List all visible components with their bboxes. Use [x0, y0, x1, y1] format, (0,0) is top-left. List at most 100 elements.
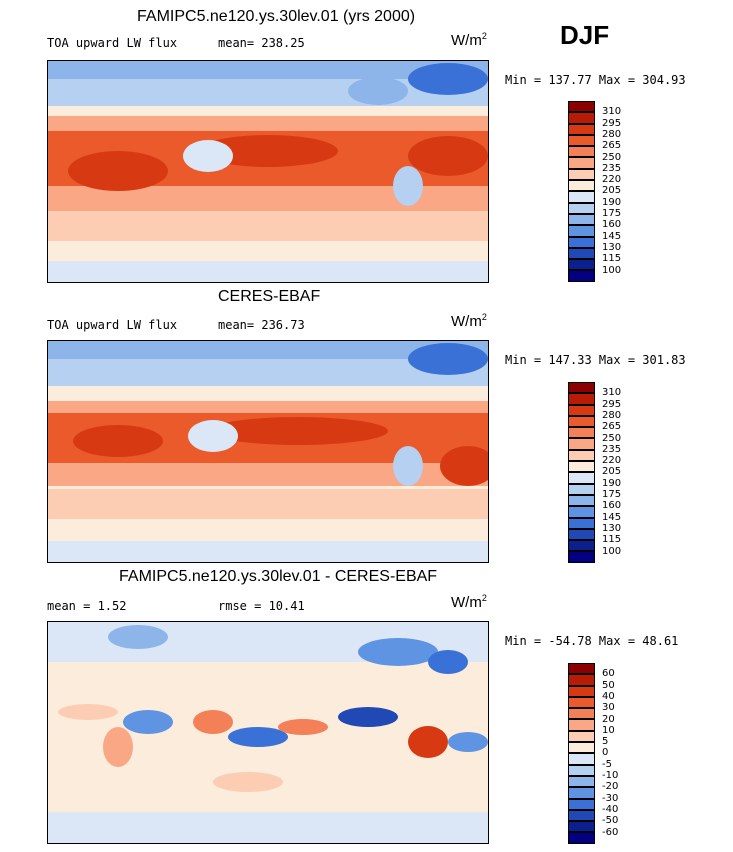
colorbar-swatch — [568, 674, 595, 686]
colorbar-level-label: -10 — [602, 770, 619, 781]
colorbar-swatch — [568, 101, 595, 113]
colorbar-level-label: 115 — [602, 534, 622, 546]
panel-2-subtitle: TOA upward LW flux — [47, 318, 178, 332]
panel-2-title: CERES-EBAF — [218, 288, 321, 305]
colorbar-swatch — [568, 225, 595, 237]
colorbar-level-label: 295 — [602, 398, 622, 410]
colorbar-level-label: 310 — [602, 387, 622, 399]
panel-2-units: W/m2 — [451, 312, 487, 330]
colorbar-swatch — [568, 134, 595, 147]
panel-3-units: W/m2 — [451, 593, 487, 611]
colorbar-swatch — [568, 764, 595, 776]
colorbar-swatch — [568, 180, 595, 192]
panel-3-map — [47, 621, 489, 844]
colorbar-swatch — [568, 696, 595, 709]
colorbar-level-label: 280 — [602, 128, 622, 140]
colorbar-swatch — [568, 202, 595, 214]
colorbar-level-label: 60 — [602, 668, 615, 680]
colorbar-level-label: 295 — [602, 117, 622, 129]
colorbar-level-label: 280 — [602, 409, 622, 421]
colorbar-swatch — [568, 663, 595, 675]
colorbar-swatch — [568, 821, 595, 833]
colorbar-swatch — [568, 157, 595, 169]
colorbar-swatch — [568, 404, 595, 416]
colorbar-level-label: 50 — [602, 679, 615, 691]
colorbar-swatch — [568, 449, 595, 462]
colorbar-swatch — [568, 168, 595, 181]
colorbar-swatch — [568, 146, 595, 158]
colorbar-level-label: 30 — [602, 702, 615, 714]
colorbar-level-label: 205 — [602, 185, 622, 197]
colorbar-swatch — [568, 708, 595, 720]
colorbar-swatch — [568, 685, 595, 697]
colorbar-level-label: -40 — [602, 803, 619, 815]
colorbar-swatch — [568, 415, 595, 428]
colorbar-level-label: 265 — [602, 140, 622, 152]
colorbar-swatch — [568, 798, 595, 810]
colorbar-level-label: -50 — [602, 815, 619, 827]
colorbar-swatch — [568, 123, 595, 135]
colorbar-swatch — [568, 213, 595, 226]
colorbar-swatch — [568, 517, 595, 529]
colorbar-swatch — [568, 191, 595, 203]
panel-3-title: FAMIPC5.ne120.ys.30lev.01 - CERES-EBAF — [119, 568, 438, 585]
colorbar-swatch — [568, 809, 595, 822]
colorbar-level-label: 5 — [602, 736, 609, 748]
colorbar-level-label: -20 — [602, 781, 619, 793]
colorbar-level-label: 220 — [602, 174, 622, 186]
colorbar-level-label: 100 — [602, 264, 622, 276]
colorbar-level-label: 0 — [602, 747, 609, 759]
colorbar-swatch — [568, 494, 595, 507]
colorbar-level-label: -30 — [602, 792, 619, 804]
colorbar-swatch — [568, 540, 595, 552]
panel-1-subtitle: TOA upward LW flux — [47, 36, 178, 50]
panel-3-rmse: rmse = 10.41 — [218, 599, 305, 613]
colorbar-level-label: 130 — [602, 522, 622, 534]
colorbar-level-label: 265 — [602, 421, 622, 433]
colorbar-level-label: 235 — [602, 162, 622, 174]
colorbar-level-label: 250 — [602, 151, 622, 163]
colorbar-swatch — [568, 438, 595, 450]
colorbar-level-label: 130 — [602, 241, 622, 253]
colorbar-level-label: 310 — [602, 106, 622, 118]
panel-1-minmax: Min = 137.77 Max = 304.93 — [505, 73, 686, 87]
colorbar-level-label: 235 — [602, 443, 622, 455]
colorbar-level-label: -5 — [602, 758, 612, 770]
colorbar-swatch — [568, 393, 595, 405]
colorbar-swatch — [568, 551, 595, 563]
colorbar-swatch — [568, 259, 595, 271]
colorbar-level-label: 145 — [602, 511, 622, 523]
colorbar-swatch — [568, 112, 595, 124]
colorbar-swatch — [568, 461, 595, 473]
colorbar-level-label: 160 — [602, 219, 622, 231]
colorbar-swatch — [568, 382, 595, 394]
colorbar-swatch — [568, 506, 595, 518]
colorbar-level-label: 220 — [602, 455, 622, 467]
colorbar-level-label: -60 — [602, 826, 619, 838]
colorbar-swatch — [568, 236, 595, 248]
colorbar-swatch — [568, 270, 595, 282]
colorbar-level-label: 40 — [602, 690, 615, 702]
colorbar-swatch — [568, 719, 595, 731]
colorbar-swatch — [568, 427, 595, 439]
colorbar-level-label: 190 — [602, 477, 622, 489]
panel-3-minmax: Min = -54.78 Max = 48.61 — [505, 634, 679, 648]
panel-1-mean: mean= 238.25 — [218, 36, 305, 50]
colorbar-swatch — [568, 742, 595, 754]
colorbar-level-label: 175 — [602, 208, 622, 219]
colorbar-level-label: 175 — [602, 489, 622, 500]
colorbar-level-label: 145 — [602, 230, 622, 242]
colorbar-swatch — [568, 730, 595, 743]
colorbar-level-label: 20 — [602, 713, 615, 725]
colorbar-swatch — [568, 775, 595, 788]
colorbar-swatch — [568, 247, 595, 260]
panel-3-mean: mean = 1.52 — [47, 599, 127, 613]
colorbar-swatch — [568, 787, 595, 799]
colorbar-level-label: 160 — [602, 500, 622, 512]
colorbar-level-label: 250 — [602, 432, 622, 444]
season-label: DJF — [560, 20, 610, 50]
panel-1-title: FAMIPC5.ne120.ys.30lev.01 (yrs 2000) — [137, 8, 416, 25]
colorbar-level-label: 10 — [602, 724, 615, 736]
colorbar-level-label: 190 — [602, 196, 622, 208]
panel-2-mean: mean= 236.73 — [218, 318, 305, 332]
